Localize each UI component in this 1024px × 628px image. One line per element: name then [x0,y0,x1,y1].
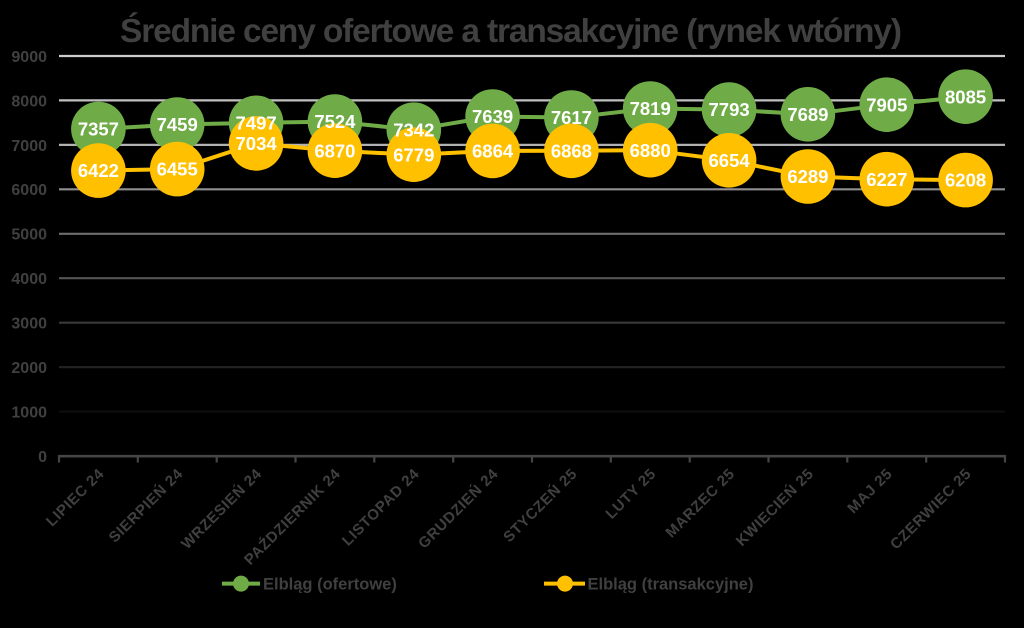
svg-text:0: 0 [38,449,47,466]
svg-text:Elbląg (transakcyjne): Elbląg (transakcyjne) [588,575,754,593]
svg-text:6880: 6880 [630,140,671,161]
svg-text:6000: 6000 [11,182,47,199]
svg-text:7617: 7617 [551,107,592,128]
svg-text:7034: 7034 [236,133,278,154]
svg-text:6455: 6455 [157,159,198,180]
svg-text:7689: 7689 [787,104,828,125]
svg-text:6870: 6870 [314,140,355,161]
svg-text:6779: 6779 [393,144,434,165]
svg-text:Elbląg (ofertowe): Elbląg (ofertowe) [263,575,397,593]
svg-text:6227: 6227 [866,169,907,190]
svg-text:7459: 7459 [157,114,198,135]
svg-text:8000: 8000 [11,93,47,110]
svg-text:2000: 2000 [11,360,47,377]
svg-text:5000: 5000 [11,227,47,244]
svg-text:8085: 8085 [945,86,986,107]
svg-text:4000: 4000 [11,271,47,288]
svg-text:6864: 6864 [472,141,514,162]
svg-text:6654: 6654 [709,150,751,171]
svg-text:9000: 9000 [11,49,47,66]
svg-text:3000: 3000 [11,316,47,333]
svg-text:7000: 7000 [11,138,47,155]
svg-text:1000: 1000 [11,405,47,422]
svg-text:7497: 7497 [236,112,277,133]
svg-text:Średnie ceny ofertowe a transa: Średnie ceny ofertowe a transakcyjne (ry… [120,12,902,50]
svg-text:6422: 6422 [78,160,119,181]
svg-text:6208: 6208 [945,170,986,191]
svg-text:7342: 7342 [393,119,434,140]
svg-text:6289: 6289 [787,166,828,187]
svg-text:6868: 6868 [551,140,592,161]
svg-text:7357: 7357 [78,119,119,140]
svg-text:7819: 7819 [630,98,671,119]
svg-text:7905: 7905 [866,94,907,115]
svg-text:7793: 7793 [709,99,750,120]
svg-text:7524: 7524 [314,111,356,132]
svg-text:7639: 7639 [472,106,513,127]
